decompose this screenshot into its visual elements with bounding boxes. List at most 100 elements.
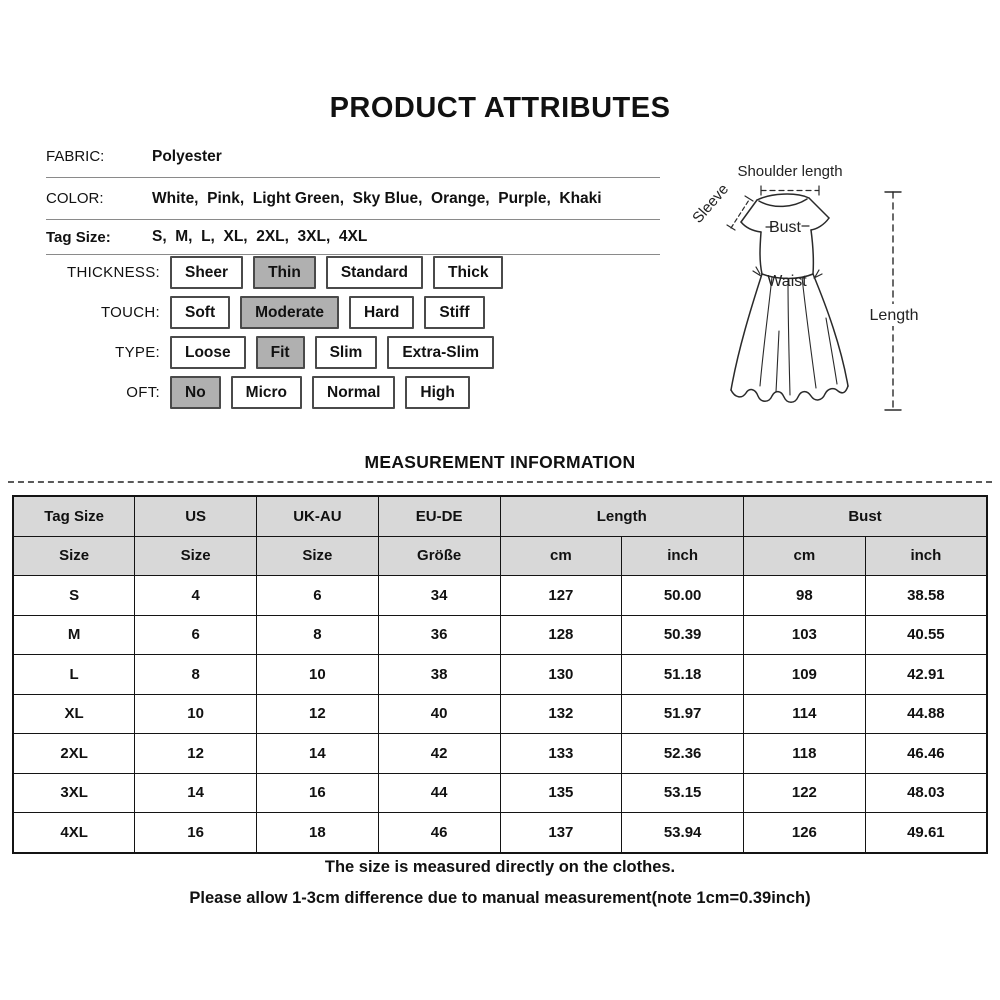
col-header-us: US bbox=[134, 495, 257, 537]
thickness-option-sheer[interactable]: Sheer bbox=[170, 256, 244, 289]
attribute-row-fabric: FABRIC: Polyester bbox=[46, 136, 660, 178]
attribute-row-tag-size: Tag Size: S, M, L, XL, 2XL, 3XL, 4XL bbox=[46, 220, 660, 255]
cell: 10 bbox=[256, 654, 379, 695]
cell: 40 bbox=[377, 693, 501, 734]
note-measured-on-clothes: The size is measured directly on the clo… bbox=[324, 858, 676, 876]
cell: 42 bbox=[377, 733, 501, 774]
col-header-length: Length bbox=[499, 495, 744, 537]
col-header-bust: Bust bbox=[743, 495, 988, 537]
table-row-m: M 6 8 36 128 50.39 103 40.55 bbox=[12, 614, 988, 655]
cell: 42.91 bbox=[864, 654, 988, 695]
cell: 44 bbox=[377, 772, 501, 813]
thickness-option-thick[interactable]: Thick bbox=[433, 256, 504, 289]
cell: 14 bbox=[134, 772, 257, 813]
cell: 50.39 bbox=[621, 614, 744, 655]
subheader-size-2: Size bbox=[134, 535, 257, 576]
cell: 126 bbox=[743, 812, 866, 853]
tag-size-label: Tag Size: bbox=[46, 228, 111, 246]
touch-option-moderate[interactable]: Moderate bbox=[240, 296, 340, 329]
oft-option-no[interactable]: No bbox=[170, 376, 221, 409]
cell: 12 bbox=[134, 733, 257, 774]
measurement-section-title: MEASUREMENT INFORMATION bbox=[364, 452, 636, 472]
cell: 135 bbox=[499, 772, 623, 813]
oft-option-micro[interactable]: Micro bbox=[230, 376, 303, 409]
cell: 6 bbox=[134, 614, 257, 655]
cell: 38.58 bbox=[864, 575, 988, 616]
table-header-row-2: Size Size Size Größe cm inch cm inch bbox=[12, 535, 988, 576]
waist-label: Waist bbox=[767, 273, 807, 290]
dress-measurement-diagram: Shoulder length Sleeve Bust Waist Length bbox=[689, 163, 922, 411]
cell: 44.88 bbox=[864, 693, 988, 734]
cell: 127 bbox=[499, 575, 623, 616]
cell: 16 bbox=[134, 812, 257, 853]
page-title: PRODUCT ATTRIBUTES bbox=[329, 92, 671, 124]
cell: 46 bbox=[377, 812, 501, 853]
attribute-row-color: COLOR: White, Pink, Light Green, Sky Blu… bbox=[46, 178, 660, 220]
cell: 133 bbox=[499, 733, 623, 774]
oft-option-normal[interactable]: Normal bbox=[312, 376, 396, 409]
dashed-divider bbox=[8, 481, 992, 483]
cell: L bbox=[12, 654, 136, 695]
table-header-row-1: Tag Size US UK-AU EU-DE Length Bust bbox=[12, 495, 988, 537]
attribute-list: FABRIC: Polyester COLOR: White, Pink, Li… bbox=[46, 136, 660, 255]
oft-row: OFT: No Micro Normal High bbox=[60, 376, 513, 409]
cell: 16 bbox=[256, 772, 379, 813]
cell: 49.61 bbox=[864, 812, 988, 853]
col-header-uk-au: UK-AU bbox=[256, 495, 379, 537]
thickness-row: THICKNESS: Sheer Thin Standard Thick bbox=[60, 256, 513, 289]
length-label: Length bbox=[870, 307, 919, 324]
cell: 18 bbox=[256, 812, 379, 853]
thickness-option-standard[interactable]: Standard bbox=[325, 256, 423, 289]
cell: 48.03 bbox=[864, 772, 988, 813]
table-row-xl: XL 10 12 40 132 51.97 114 44.88 bbox=[12, 693, 988, 734]
cell: 38 bbox=[377, 654, 501, 695]
cell: 137 bbox=[499, 812, 623, 853]
type-option-fit[interactable]: Fit bbox=[255, 336, 305, 369]
cell: S bbox=[12, 575, 136, 616]
touch-option-soft[interactable]: Soft bbox=[170, 296, 231, 329]
touch-option-stiff[interactable]: Stiff bbox=[424, 296, 485, 329]
cell: 128 bbox=[499, 614, 623, 655]
cell: 2XL bbox=[12, 733, 136, 774]
cell: 4 bbox=[134, 575, 257, 616]
cell: 98 bbox=[743, 575, 866, 616]
cell: 46.46 bbox=[864, 733, 988, 774]
cell: 4XL bbox=[12, 812, 136, 853]
subheader-size-1: Size bbox=[12, 535, 136, 576]
type-option-extra-slim[interactable]: Extra-Slim bbox=[387, 336, 494, 369]
cell: 8 bbox=[256, 614, 379, 655]
cell: 34 bbox=[377, 575, 501, 616]
color-value: White, Pink, Light Green, Sky Blue, Oran… bbox=[152, 189, 602, 207]
type-row: TYPE: Loose Fit Slim Extra-Slim bbox=[60, 336, 513, 369]
type-option-slim[interactable]: Slim bbox=[314, 336, 378, 369]
cell: XL bbox=[12, 693, 136, 734]
col-header-eu-de: EU-DE bbox=[377, 495, 501, 537]
cell: 8 bbox=[134, 654, 257, 695]
subheader-bust-cm: cm bbox=[743, 535, 866, 576]
cell: 52.36 bbox=[621, 733, 744, 774]
touch-option-hard[interactable]: Hard bbox=[349, 296, 415, 329]
measurement-table-wrap: Tag Size US UK-AU EU-DE Length Bust Size… bbox=[12, 495, 988, 854]
cell: 14 bbox=[256, 733, 379, 774]
cell: 132 bbox=[499, 693, 623, 734]
measurement-table: Tag Size US UK-AU EU-DE Length Bust Size… bbox=[12, 495, 988, 854]
cell: 50.00 bbox=[621, 575, 744, 616]
sleeve-label: Sleeve bbox=[689, 181, 732, 227]
cell: 109 bbox=[743, 654, 866, 695]
cell: 51.18 bbox=[621, 654, 744, 695]
type-label: TYPE: bbox=[115, 344, 160, 361]
cell: 12 bbox=[256, 693, 379, 734]
subheader-bust-inch: inch bbox=[864, 535, 988, 576]
type-option-loose[interactable]: Loose bbox=[170, 336, 246, 369]
subheader-length-inch: inch bbox=[621, 535, 744, 576]
oft-option-high[interactable]: High bbox=[405, 376, 470, 409]
color-label: COLOR: bbox=[46, 190, 104, 207]
table-row-2xl: 2XL 12 14 42 133 52.36 118 46.46 bbox=[12, 733, 988, 774]
cell: 53.94 bbox=[621, 812, 744, 853]
subheader-size-3: Size bbox=[256, 535, 379, 576]
cell: 122 bbox=[743, 772, 866, 813]
thickness-option-thin[interactable]: Thin bbox=[253, 256, 316, 289]
cell: 3XL bbox=[12, 772, 136, 813]
fabric-label: FABRIC: bbox=[46, 148, 105, 165]
